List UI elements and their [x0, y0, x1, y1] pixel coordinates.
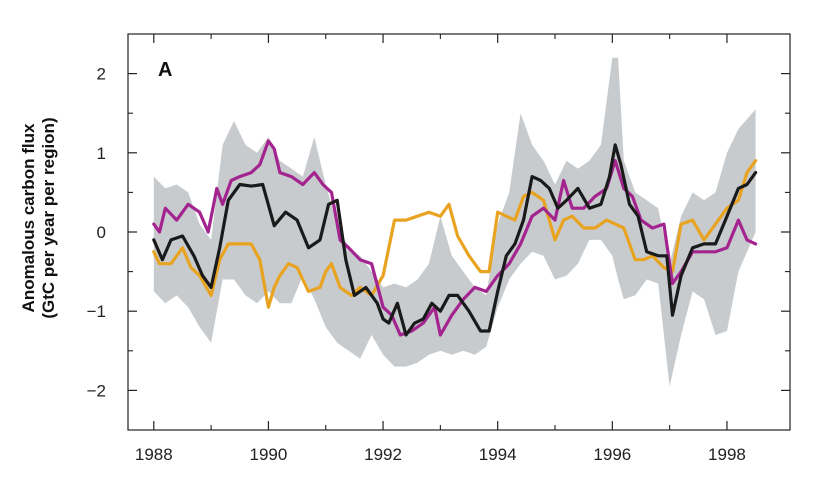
series-line-2 [152, 159, 758, 309]
y-axis-label-line-2: (GtC per year per region) [39, 117, 58, 318]
tick-layer [128, 34, 790, 430]
x-tick-label: 1992 [364, 445, 402, 464]
series-line-0 [152, 143, 758, 337]
series-layer [152, 139, 758, 337]
panel-label: A [158, 59, 172, 81]
y-axis-label-line-1: Anomalous carbon flux [19, 123, 38, 312]
y-tick-label: 1 [97, 144, 106, 163]
tick-label-layer: 1988 1990 1992 1994 1996 1998 2 1 0 −1 −2 [87, 65, 746, 464]
y-tick-label: −1 [87, 302, 106, 321]
uncertainty-band [153, 57, 756, 387]
x-tick-label: 1998 [708, 445, 746, 464]
x-tick-label: 1988 [135, 445, 173, 464]
y-tick-label: 0 [97, 223, 106, 242]
x-tick-label: 1996 [593, 445, 631, 464]
x-tick-label: 1994 [479, 445, 517, 464]
y-axis-label: Anomalous carbon flux (GtC per year per … [19, 117, 58, 318]
uncertainty-band-layer [153, 57, 756, 387]
y-tick-label: −2 [87, 381, 106, 400]
y-tick-label: 2 [97, 65, 106, 84]
x-tick-label: 1990 [250, 445, 288, 464]
series-line-1 [152, 139, 758, 337]
